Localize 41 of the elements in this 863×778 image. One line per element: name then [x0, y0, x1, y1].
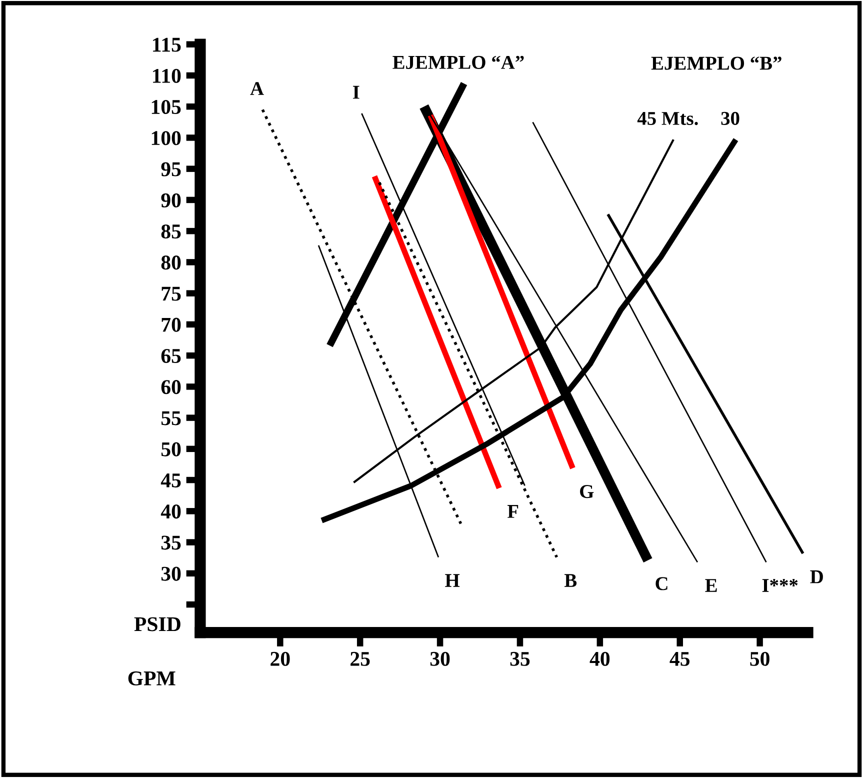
x-tick-label: 45: [670, 652, 690, 666]
y-tick-label: 105: [152, 100, 181, 114]
x-tick-label: 20: [270, 652, 290, 666]
series-label: F: [507, 505, 518, 518]
y-tick-label: 40: [160, 504, 181, 519]
y-tick-label: 60: [161, 380, 181, 394]
y-tick-label: 35: [161, 536, 181, 550]
series-label: I: [353, 86, 360, 99]
y-tick-label: 45: [160, 474, 181, 488]
y-tick-label: 75: [162, 286, 181, 301]
y-tick-label: 115: [153, 38, 181, 52]
x-axis-title: GPM: [128, 671, 176, 686]
y-tick-label: 65: [161, 348, 181, 363]
y-tick-label: 50: [161, 442, 181, 456]
series-label: I***: [762, 579, 798, 592]
series-label: H: [445, 574, 460, 587]
y-tick-label: 80: [161, 256, 181, 270]
annotation: EJEMPLO “B”: [651, 56, 782, 70]
x-tick-label: 50: [750, 652, 770, 666]
x-tick-label: 25: [350, 652, 370, 666]
series-label: 45 Mts.: [637, 112, 698, 126]
series-label: E: [705, 579, 717, 592]
x-tick-label: 40: [590, 652, 610, 666]
x-tick-label: 35: [510, 652, 530, 666]
y-tick-label: 90: [161, 193, 181, 208]
series-label: EJEMPLO “A”: [392, 56, 524, 69]
y-tick-label: 85: [161, 224, 181, 238]
y-tick-label: 30: [161, 566, 181, 581]
series-label: A: [250, 82, 264, 95]
y-axis-title: PSID: [134, 617, 180, 632]
y-tick-label: 95: [161, 162, 181, 176]
y-tick-label: 110: [153, 68, 181, 83]
x-tick-label: 30: [430, 652, 450, 666]
y-tick-label: 100: [152, 131, 181, 146]
y-tick-label: 55: [161, 411, 181, 426]
series-label: G: [580, 485, 594, 498]
series-label: 30: [721, 112, 740, 125]
series-label: D: [810, 570, 823, 584]
series-label: B: [564, 574, 577, 587]
series-label: C: [656, 577, 668, 590]
y-tick-label: 70: [162, 318, 181, 332]
